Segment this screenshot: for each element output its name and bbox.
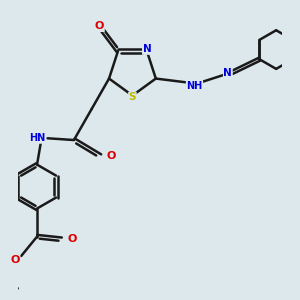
- Text: O: O: [106, 151, 116, 161]
- Text: N: N: [224, 68, 232, 78]
- Text: O: O: [11, 255, 20, 266]
- Text: O: O: [95, 22, 104, 32]
- Text: HN: HN: [29, 133, 45, 143]
- Text: O: O: [68, 234, 77, 244]
- Text: S: S: [129, 92, 136, 102]
- Text: N: N: [142, 44, 151, 54]
- Text: NH: NH: [186, 81, 203, 91]
